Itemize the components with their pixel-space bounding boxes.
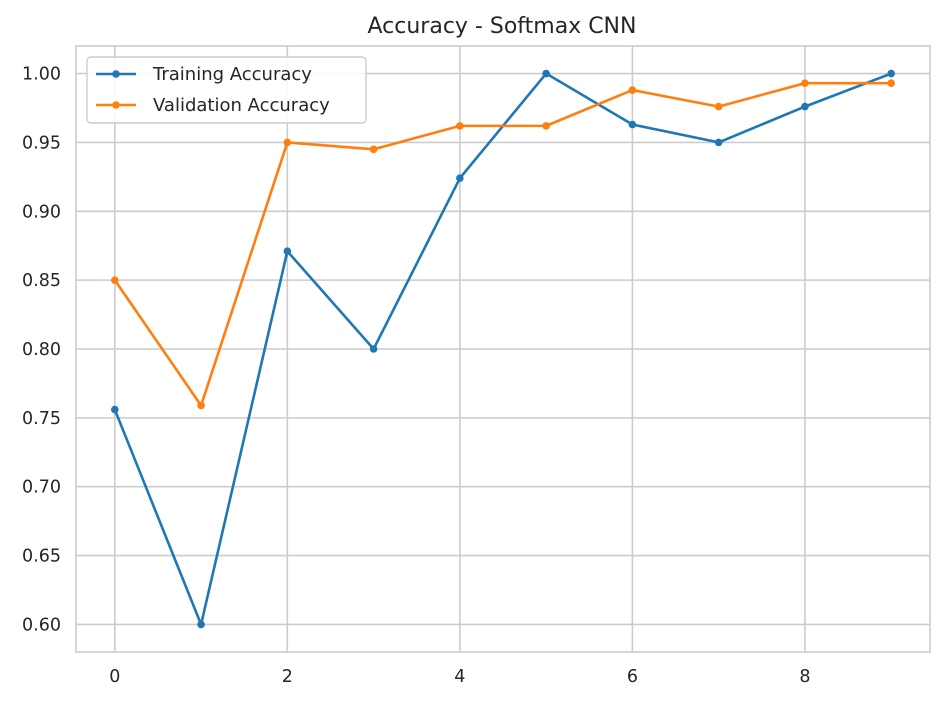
data-point-validation-accuracy [628, 86, 637, 94]
y-tick-label: 0.70 [22, 478, 61, 498]
legend-marker [112, 70, 120, 78]
data-point-training-accuracy [714, 138, 723, 147]
legend-label: Validation Accuracy [153, 95, 330, 116]
data-point-validation-accuracy [283, 138, 292, 147]
plot-frame [75, 45, 931, 653]
data-point-training-accuracy [887, 69, 895, 78]
data-point-validation-accuracy [714, 102, 723, 111]
data-point-validation-accuracy [801, 79, 809, 87]
legend-item: Training Accuracy [96, 64, 312, 85]
chart-title: Accuracy - Softmax CNN [368, 14, 637, 39]
legend-marker [112, 101, 120, 109]
data-point-validation-accuracy [369, 145, 378, 154]
y-tick-label: 0.65 [22, 547, 61, 567]
x-tick-label: 6 [627, 667, 638, 687]
grid-lines [76, 46, 930, 652]
x-tick-label: 4 [454, 667, 465, 687]
y-tick-label: 0.75 [22, 409, 61, 429]
legend-item: Validation Accuracy [96, 95, 330, 116]
data-point-validation-accuracy [197, 401, 205, 410]
data-point-training-accuracy [283, 247, 292, 256]
legend: Training Accuracy Validation Accuracy [86, 56, 367, 124]
legend-box [86, 56, 367, 124]
data-point-training-accuracy [369, 345, 378, 353]
data-point-training-accuracy [801, 102, 809, 111]
y-tick-label: 1.00 [22, 65, 61, 85]
legend-label: Training Accuracy [152, 64, 312, 85]
x-tick-label: 8 [799, 667, 810, 687]
axis-tick-labels: 0 2 4 6 8 0.60 0.65 0.70 0.75 0.80 0.85 0.90 0.95 1.0… [22, 65, 810, 687]
y-tick-label: 0.60 [22, 615, 61, 635]
y-tick-label: 0.80 [22, 340, 61, 360]
y-tick-label: 0.90 [22, 202, 61, 222]
data-point-validation-accuracy [456, 122, 464, 130]
data-point-training-accuracy [111, 405, 119, 414]
data-point-validation-accuracy [887, 79, 895, 87]
x-tick-label: 2 [282, 667, 293, 687]
x-tick-label: 0 [109, 667, 120, 687]
data-series [111, 69, 895, 629]
series-validation-accuracy [111, 79, 895, 410]
data-point-training-accuracy [542, 69, 550, 78]
series-line-validation-accuracy [113, 81, 893, 407]
data-point-training-accuracy [197, 620, 205, 629]
data-point-validation-accuracy [542, 122, 550, 130]
data-point-validation-accuracy [111, 276, 119, 284]
y-tick-label: 0.95 [22, 133, 61, 153]
data-point-training-accuracy [628, 120, 637, 129]
data-point-training-accuracy [456, 174, 464, 183]
y-tick-label: 0.85 [22, 271, 61, 291]
